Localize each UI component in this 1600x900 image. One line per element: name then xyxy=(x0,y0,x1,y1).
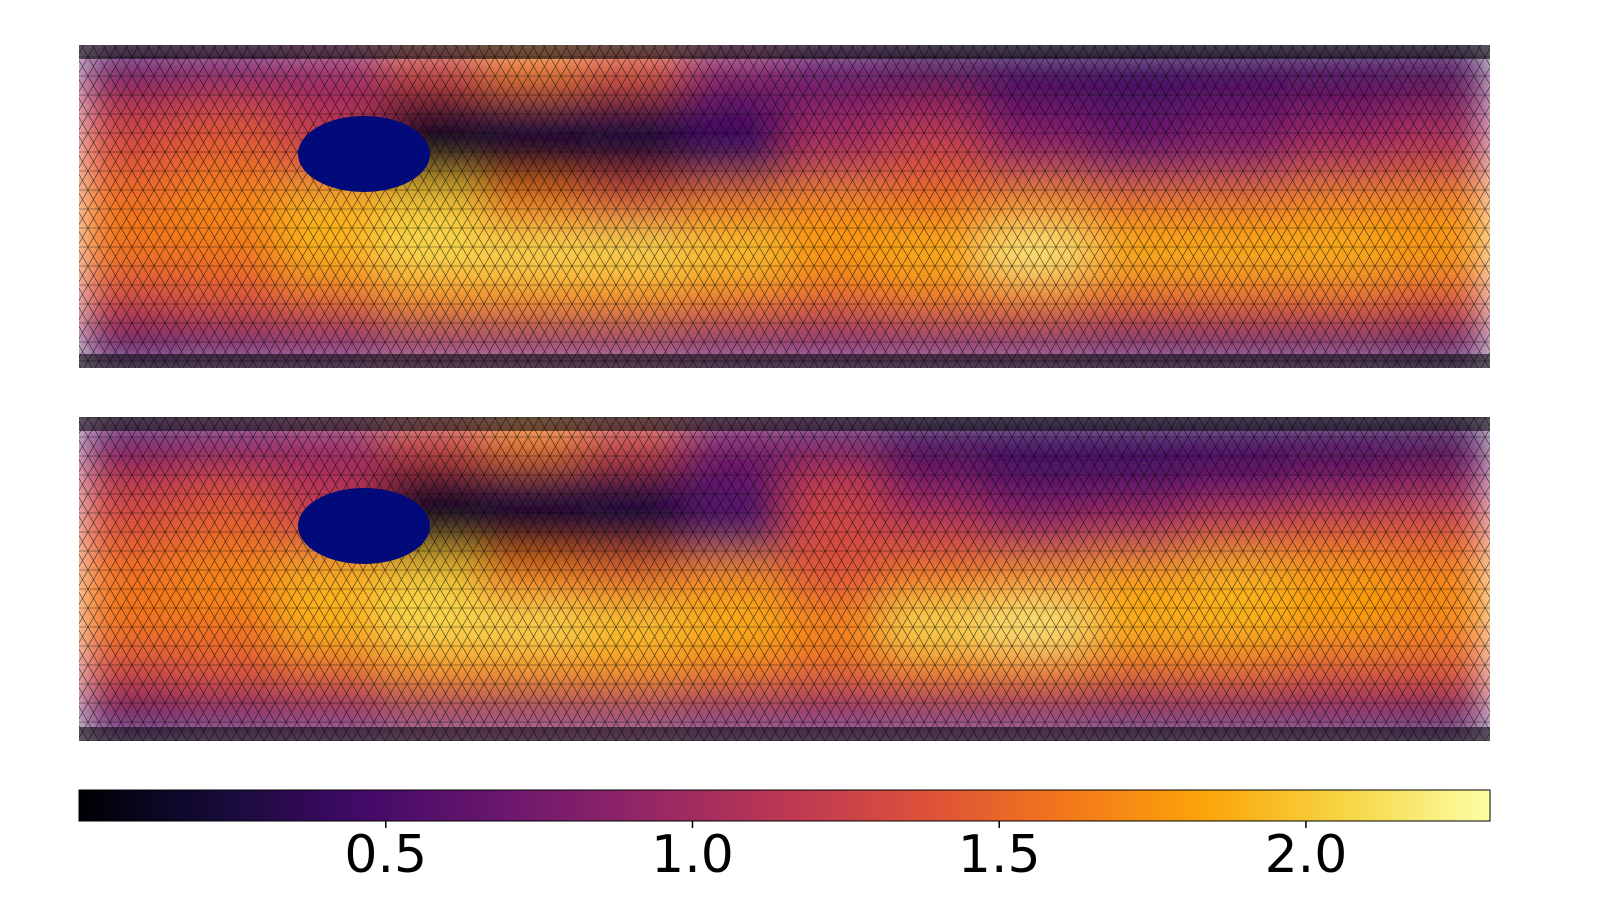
mesh xyxy=(79,417,1490,741)
cylinder xyxy=(298,116,430,192)
colorbar-tick-label: 2.0 xyxy=(1265,825,1348,885)
field-panel xyxy=(79,417,1490,741)
colorbar-tick-label: 1.0 xyxy=(651,825,734,885)
mesh xyxy=(79,45,1490,368)
cylinder xyxy=(298,488,430,564)
field-panel xyxy=(79,45,1490,368)
colorbar xyxy=(78,789,1491,822)
colorbar-tick-label: 1.5 xyxy=(958,825,1041,885)
colorbar-tick-label: 0.5 xyxy=(344,825,427,885)
